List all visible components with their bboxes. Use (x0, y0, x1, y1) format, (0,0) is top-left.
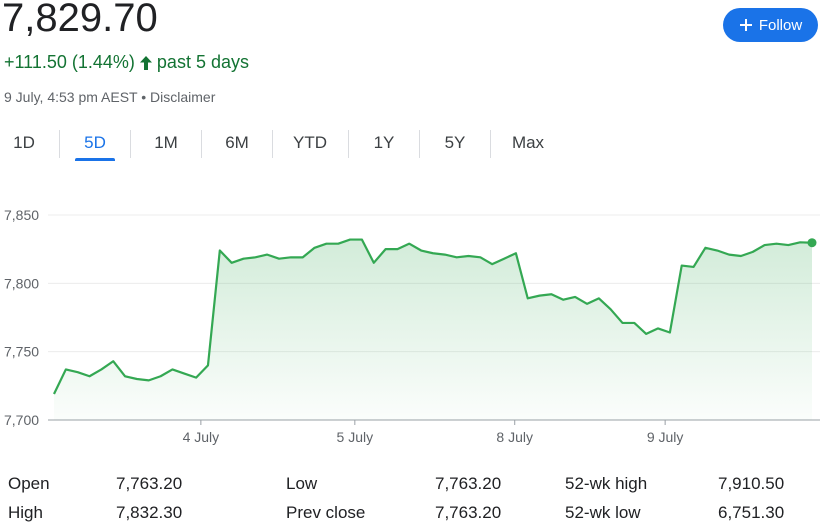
separator: • (141, 89, 147, 105)
tab-separator (59, 130, 60, 158)
y-tick-label: 7,850 (4, 207, 39, 223)
stat-value: 7,763.20 (435, 474, 502, 493)
chart: 7,700 7,750 7,800 7,850 4 July 5 July 8 July 9 … (4, 207, 820, 445)
stat-value: 6,751.30 (718, 503, 785, 522)
tab[interactable]: 6M (225, 133, 249, 152)
tab[interactable]: Max (511, 133, 545, 152)
tab[interactable]: YTD (293, 133, 327, 152)
price-line (53, 238, 813, 395)
price: 7,829.70 (2, 0, 158, 40)
stat-value: 7,910.50 (718, 474, 785, 493)
tab-separator (348, 130, 349, 158)
stat-label: Open (8, 474, 50, 493)
tab-separator (130, 130, 131, 158)
range-tabs: 1D 5D 1M 6M YTD 1Y 5Y Max (0, 126, 600, 162)
stat-value: 7,763.20 (116, 474, 183, 493)
up-arrow (139, 55, 152, 70)
x-tick-label: 5 July (337, 429, 374, 445)
tab-separator (419, 130, 420, 158)
follow-button[interactable]: Follow (723, 8, 818, 42)
tab[interactable]: 5D (65, 126, 125, 161)
y-tick-label: 7,800 (4, 275, 39, 291)
tab-separator (490, 130, 491, 158)
plus-icon (739, 19, 752, 31)
stat-value: 7,763.20 (435, 503, 502, 522)
stat-label: Prev close (286, 503, 366, 522)
timestamp: 9 July, 4:53 pm AEST (4, 89, 138, 105)
tab[interactable]: 1Y (373, 133, 395, 152)
stat-value: 7,832.30 (116, 503, 183, 522)
area (54, 239, 812, 420)
change-line: +111.50 (1.44%) past 5 days (4, 52, 249, 73)
tab-separator (201, 130, 202, 158)
change: +111.50 (1.44%) (4, 52, 135, 72)
stat-label: 52-wk low (565, 503, 641, 522)
x-tick-label: 4 July (183, 429, 220, 445)
last-point (807, 238, 817, 248)
y-tick-label: 7,750 (4, 344, 39, 360)
stat-label: Low (286, 474, 318, 493)
disclaimer[interactable]: Disclaimer (150, 89, 216, 105)
y-tick-label: 7,700 (4, 412, 39, 428)
tab-separator (272, 130, 273, 158)
x-tick-label: 9 July (647, 429, 684, 445)
x-tick-label: 8 July (496, 429, 533, 445)
tab[interactable]: 1D (13, 133, 35, 152)
follow-label: Follow (758, 16, 803, 34)
timestamp-line: 9 July, 4:53 pm AEST • Disclaimer (4, 89, 215, 105)
tab[interactable]: 1M (154, 133, 178, 152)
stat-label: High (8, 503, 43, 522)
tab[interactable]: 5Y (444, 133, 466, 152)
stat-label: 52-wk high (565, 474, 648, 493)
period: past 5 days (156, 52, 249, 72)
